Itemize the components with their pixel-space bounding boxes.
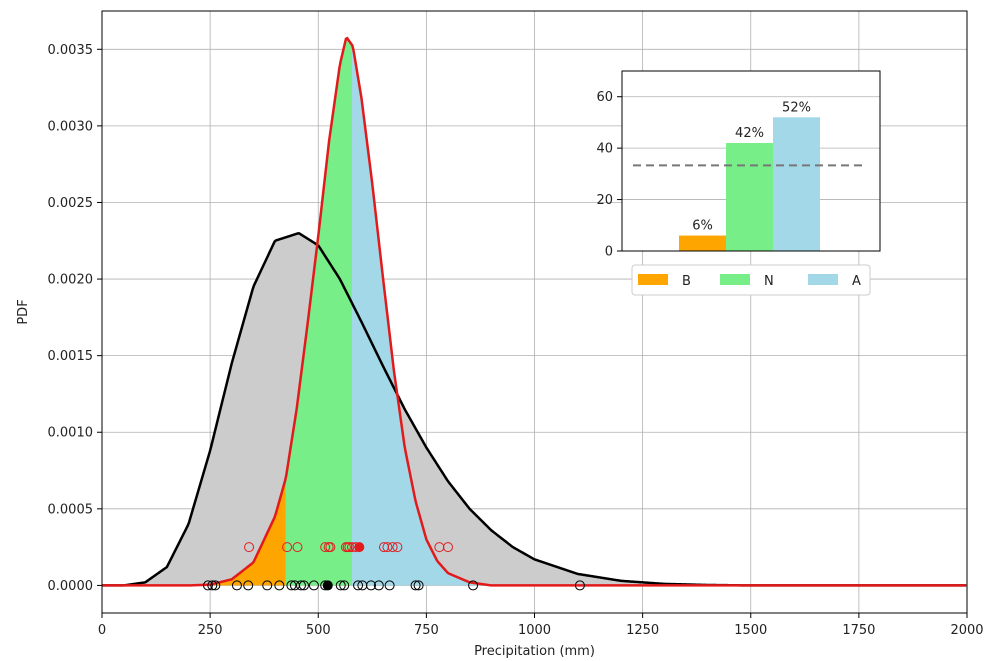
forecast-marker: [344, 542, 355, 553]
x-tick-label: 2000: [950, 623, 983, 638]
bar-b: [679, 235, 726, 251]
bar-n: [726, 143, 773, 251]
y-tick-label: 0.0020: [48, 273, 94, 288]
observed-marker: [413, 580, 424, 591]
observed-marker: [468, 580, 479, 591]
observed-marker: [286, 580, 297, 591]
main-fills: [102, 37, 967, 586]
bar-value-label: 6%: [692, 219, 713, 234]
forecast-marker: [387, 542, 398, 553]
main-chart: 0 250 500 750 1000 1250 1500 1750 2000 0.0000 0.00…: [16, 10, 984, 659]
y-tick-label: 0.0005: [48, 502, 94, 517]
legend-swatch-b: [638, 274, 668, 285]
x-axis-label: Precipitation (mm): [474, 644, 595, 659]
forecast-marker: [392, 542, 403, 553]
observed-marker: [262, 580, 273, 591]
x-tick-label: 1500: [734, 623, 767, 638]
observed-marker: [366, 580, 377, 591]
inset-frame: [621, 70, 881, 252]
observed-marker: [243, 580, 254, 591]
forecast-marker: [282, 542, 293, 553]
inset-y-tick-label: 0: [605, 245, 613, 260]
observed-marker: [298, 580, 309, 591]
observed-marker-filled: [322, 580, 333, 591]
observed-marker: [308, 580, 319, 591]
legend-box: [631, 264, 871, 296]
x-tick-label: 1250: [626, 623, 659, 638]
x-tick-label: 250: [198, 623, 223, 638]
observed-marker: [373, 580, 384, 591]
inset-ticks: 0 20 40 60: [596, 90, 622, 260]
legend-swatch-a: [808, 274, 838, 285]
tercile-area-a: [351, 45, 967, 586]
main-ticks: 0 250 500 750 1000 1250 1500 1750 2000 0.0000 0.00…: [48, 43, 984, 638]
tercile-area-n: [285, 37, 352, 586]
inset-bars: 6% 42% 52%: [679, 100, 820, 252]
y-axis-label: PDF: [16, 299, 31, 324]
x-tick-label: 1000: [518, 623, 551, 638]
bar-value-label: 52%: [782, 100, 811, 115]
observed-marker: [210, 580, 221, 591]
tercile-area-b: [102, 478, 286, 586]
observed-marker: [339, 580, 350, 591]
observed-marker: [410, 580, 421, 591]
y-tick-label: 0.0000: [48, 579, 94, 594]
observed-marker: [335, 580, 346, 591]
forecast-marker: [382, 542, 393, 553]
x-tick-label: 0: [98, 623, 106, 638]
observed-marker: [574, 580, 585, 591]
inset-y-tick-label: 20: [596, 193, 613, 208]
y-tick-label: 0.0015: [48, 349, 94, 364]
y-tick-label: 0.0035: [48, 43, 94, 58]
bar-value-label: 42%: [735, 126, 764, 141]
forecast-marker: [325, 542, 336, 553]
forecast-marker: [244, 542, 255, 553]
main-markers: [202, 542, 585, 591]
x-tick-label: 1750: [842, 623, 875, 638]
y-tick-label: 0.0025: [48, 196, 94, 211]
legend-label-b: B: [682, 274, 691, 289]
inset-chart: 6% 42% 52% 0 20 40 60 B N A: [596, 70, 881, 296]
bar-a: [773, 117, 820, 252]
observed-marker: [274, 580, 285, 591]
y-tick-label: 0.0030: [48, 119, 94, 134]
observed-marker: [231, 580, 242, 591]
observed-marker: [384, 580, 395, 591]
forecast-marker: [443, 542, 453, 553]
legend-label-a: A: [852, 274, 861, 289]
legend-label-n: N: [764, 274, 774, 289]
forecast-marker: [292, 542, 303, 553]
y-tick-label: 0.0010: [48, 426, 94, 441]
observed-marker: [353, 580, 364, 591]
inset-y-tick-label: 60: [596, 90, 613, 105]
forecast-marker: [320, 542, 331, 553]
forecast-curve: [102, 36, 967, 587]
x-tick-label: 750: [414, 623, 439, 638]
inset-y-tick-label: 40: [596, 142, 613, 157]
observed-marker: [202, 580, 213, 591]
observed-marker: [295, 580, 306, 591]
x-tick-label: 500: [306, 623, 331, 638]
main-lines: [102, 36, 967, 587]
observed-marker: [207, 580, 218, 591]
legend-swatch-n: [720, 274, 750, 285]
forecast-marker-filled: [354, 542, 365, 553]
